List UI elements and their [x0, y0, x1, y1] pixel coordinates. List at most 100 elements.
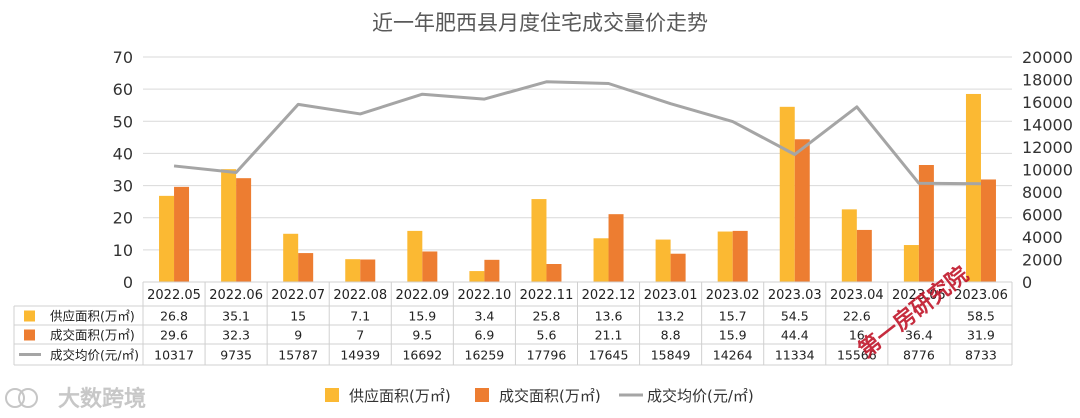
bar [670, 253, 686, 282]
table-cell: 15849 [651, 348, 691, 363]
table-cell: 15 [290, 309, 306, 324]
table-cell: 15.9 [408, 309, 436, 324]
right-tick-label: 14000 [1022, 116, 1073, 135]
bar [283, 233, 299, 282]
chart-title: 近一年肥西县月度住宅成交量价走势 [372, 11, 708, 35]
price-series-line [173, 80, 981, 186]
legend-swatch [325, 388, 339, 402]
watermark-text: 大数跨境 [58, 386, 146, 412]
table-cell: 9.5 [412, 328, 432, 343]
right-tick-label: 10000 [1022, 161, 1073, 180]
bar [655, 239, 671, 282]
table-row-label: 供应面积(万㎡) [50, 309, 135, 324]
table-cell: 9 [294, 328, 302, 343]
bars [159, 93, 996, 282]
bar [903, 245, 919, 282]
table-cell: 54.5 [781, 309, 809, 324]
left-tick-label: 10 [113, 241, 133, 260]
table-cell: 17645 [589, 348, 629, 363]
table-cell: 11334 [775, 348, 815, 363]
table-cell: 3.4 [474, 309, 494, 324]
table-cell: 58.5 [967, 309, 995, 324]
logo-circle-icon [18, 388, 38, 408]
bar [345, 259, 361, 282]
legend-label: 成交均价(元/㎡) [647, 387, 754, 405]
bar [422, 251, 438, 282]
bar [360, 259, 376, 282]
bar [159, 195, 175, 282]
table-cell: 22.6 [843, 309, 871, 324]
left-tick-label: 70 [113, 48, 133, 67]
table-cell: 7 [356, 328, 364, 343]
right-tick-label: 2000 [1022, 251, 1063, 270]
bar [407, 230, 423, 282]
category-label: 2023.02 [706, 288, 760, 303]
price-line [173, 80, 982, 186]
table-cell: 7.1 [350, 309, 370, 324]
table-cell: 6.9 [474, 328, 494, 343]
left-tick-label: 60 [113, 80, 133, 99]
category-label: 2022.09 [395, 288, 449, 303]
left-y-axis: 0 10 20 30 40 50 60 70 [113, 48, 133, 292]
legend-label: 供应面积(万㎡) [349, 387, 451, 405]
legend: 供应面积(万㎡) 成交面积(万㎡) 成交均价(元/㎡) [325, 387, 754, 405]
right-tick-label: 0 [1022, 273, 1032, 292]
left-tick-label: 20 [113, 209, 133, 228]
bar [531, 199, 547, 282]
data-table: 2022.05 2022.06 2022.07 2022.08 2022.09 2022.… [13, 281, 1013, 366]
legend-swatch [475, 388, 489, 402]
right-tick-label: 4000 [1022, 228, 1063, 247]
bar [469, 271, 485, 282]
category-label: 2023.04 [830, 288, 884, 303]
category-label: 2022.12 [582, 288, 636, 303]
right-tick-label: 20000 [1022, 48, 1073, 67]
left-tick-label: 40 [113, 144, 133, 163]
table-cell: 25.8 [533, 309, 561, 324]
bar [221, 169, 237, 282]
category-label: 2023.05 [892, 288, 946, 303]
category-label: 2022.06 [209, 288, 263, 303]
table-cell: 16 [849, 328, 865, 343]
table-cell: 17796 [527, 348, 567, 363]
category-label: 2023.01 [644, 288, 698, 303]
table-cell: 10317 [154, 348, 194, 363]
table-cell: 8.8 [661, 328, 681, 343]
right-tick-label: 18000 [1022, 71, 1073, 90]
table-cell: 35.1 [222, 309, 250, 324]
table-cell: 44.4 [781, 328, 809, 343]
left-tick-label: 0 [123, 273, 133, 292]
right-y-axis: 0 2000 4000 6000 8000 10000 12000 14000 16000 180… [1022, 48, 1073, 292]
right-tick-label: 6000 [1022, 206, 1063, 225]
right-tick-label: 16000 [1022, 93, 1073, 112]
table-cell: 15.9 [719, 328, 747, 343]
bar [298, 253, 314, 282]
bar [779, 106, 795, 282]
left-tick-label: 30 [113, 177, 133, 196]
table-cell: 13.6 [595, 309, 623, 324]
table-row-label: 成交均价(元/㎡) [50, 348, 139, 363]
table-cell: 9735 [220, 348, 252, 363]
bar [732, 230, 748, 282]
bar [918, 165, 934, 282]
bar [484, 259, 500, 282]
category-label: 2022.10 [458, 288, 512, 303]
category-label: 2022.07 [271, 288, 325, 303]
bar [841, 209, 857, 282]
table-cell: 15.7 [719, 309, 747, 324]
bar [174, 186, 190, 282]
logo-circle-icon [5, 388, 25, 408]
bar [980, 179, 996, 282]
table-cell: 21.1 [595, 328, 623, 343]
category-label: 2022.05 [147, 288, 201, 303]
table-cell: 14939 [340, 348, 380, 363]
left-tick-label: 50 [113, 112, 133, 131]
bar [717, 231, 733, 282]
table-cell: 15566 [837, 348, 877, 363]
table-cell: 32.3 [222, 328, 250, 343]
table-cell: 36.4 [905, 328, 933, 343]
table-cell: 5.6 [537, 328, 557, 343]
table-cell: 13.2 [657, 309, 685, 324]
bar [608, 214, 624, 282]
table-legend-swatch [24, 329, 35, 341]
